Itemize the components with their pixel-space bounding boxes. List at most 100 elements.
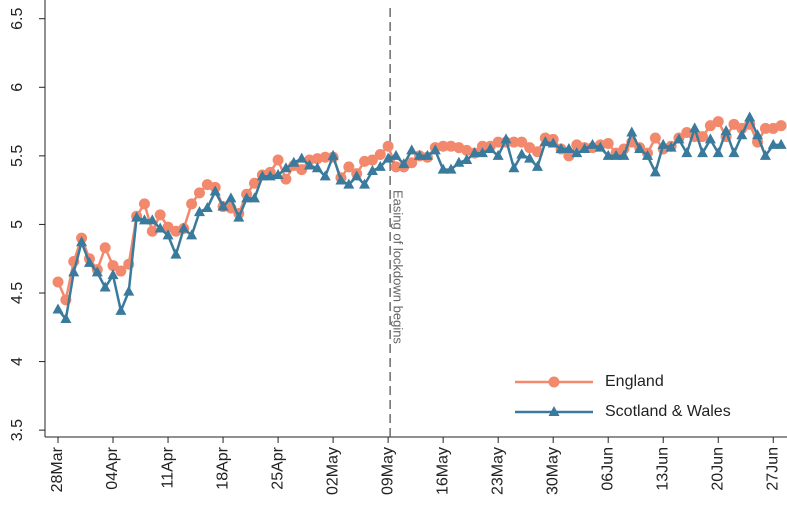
point <box>775 138 787 149</box>
point <box>382 152 394 163</box>
y-tick-label: 6 <box>9 83 26 92</box>
x-tick-label: 25Apr <box>269 446 286 489</box>
point <box>571 147 583 158</box>
point <box>351 170 363 181</box>
point <box>233 211 245 222</box>
point <box>720 125 732 136</box>
point <box>649 132 661 144</box>
point <box>359 178 371 189</box>
x-tick-label: 02May <box>324 447 341 495</box>
point <box>759 122 771 134</box>
point <box>138 214 150 225</box>
point <box>186 229 198 240</box>
x-tick-label: 20Jun <box>709 447 726 491</box>
y-tick-label: 4.5 <box>9 282 26 304</box>
point <box>697 147 709 158</box>
point <box>296 164 308 176</box>
point <box>524 152 536 163</box>
point <box>563 143 575 153</box>
point <box>602 149 614 160</box>
point <box>146 225 158 237</box>
point <box>272 169 284 180</box>
x-tick-label: 04Apr <box>104 446 121 489</box>
x-tick-label: 16May <box>434 447 451 495</box>
x-tick-label: 18Apr <box>214 446 231 489</box>
point <box>154 222 166 233</box>
point <box>429 144 441 155</box>
point <box>256 170 268 181</box>
point <box>138 198 150 210</box>
point <box>421 149 433 160</box>
legend-label: England <box>605 373 664 390</box>
point <box>476 140 488 152</box>
point <box>83 256 95 267</box>
point <box>516 136 528 148</box>
point <box>99 242 111 254</box>
point <box>225 192 237 203</box>
point <box>154 209 166 221</box>
point <box>241 192 253 203</box>
point <box>469 147 481 158</box>
point <box>343 161 355 173</box>
y-tick-label: 5.5 <box>9 145 26 167</box>
point <box>201 201 213 212</box>
point <box>217 200 229 211</box>
point <box>414 149 426 160</box>
point <box>272 154 284 166</box>
point <box>280 162 292 173</box>
point <box>752 129 764 140</box>
point <box>264 170 276 181</box>
point <box>681 147 693 158</box>
x-tick-label: 28Mar <box>49 446 66 492</box>
point <box>390 149 402 160</box>
point <box>288 156 300 167</box>
point <box>548 376 560 388</box>
point <box>555 143 567 153</box>
x-tick-label: 23May <box>489 447 506 495</box>
point <box>52 276 64 288</box>
point <box>437 140 449 152</box>
point <box>508 162 520 173</box>
point <box>115 304 127 315</box>
point <box>123 285 135 296</box>
point <box>579 143 591 153</box>
point <box>107 269 119 280</box>
point <box>484 143 496 153</box>
point <box>712 147 724 158</box>
point <box>594 141 606 152</box>
point <box>390 161 402 173</box>
point <box>759 149 771 160</box>
point <box>500 133 512 144</box>
point <box>178 222 190 233</box>
point <box>99 281 111 292</box>
x-tick-label: 13Jun <box>654 447 671 491</box>
point <box>296 152 308 163</box>
point <box>319 170 331 181</box>
point <box>91 266 103 277</box>
point <box>547 137 559 148</box>
point <box>193 206 205 217</box>
series <box>52 111 787 324</box>
point <box>618 149 630 160</box>
point <box>249 192 260 203</box>
series <box>52 116 787 306</box>
point <box>642 149 653 160</box>
point <box>453 156 465 167</box>
point <box>586 138 598 149</box>
point <box>744 111 756 122</box>
point <box>775 120 787 132</box>
point <box>531 160 543 171</box>
point <box>131 211 143 222</box>
point <box>649 166 661 177</box>
y-tick-label: 6.5 <box>9 7 26 29</box>
point <box>437 163 449 174</box>
point <box>539 136 551 147</box>
point <box>76 236 88 247</box>
point <box>170 248 182 259</box>
point <box>492 136 504 148</box>
point <box>508 136 520 148</box>
vline-label: Easing of lockdown begins <box>391 190 406 344</box>
point <box>461 153 473 164</box>
point <box>374 160 386 171</box>
